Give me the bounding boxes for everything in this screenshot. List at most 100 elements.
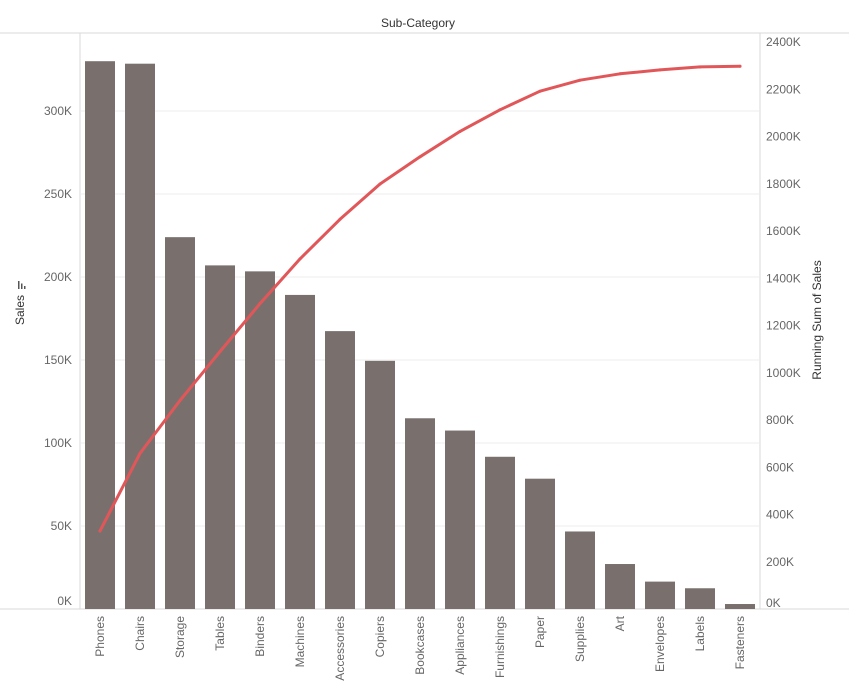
category-label: Furnishings — [493, 616, 507, 678]
category-label: Phones — [93, 616, 107, 657]
category-label: Art — [613, 615, 627, 631]
line-point[interactable] — [298, 257, 302, 261]
right-tick-label: 600K — [766, 460, 794, 474]
category-label-group: Tables — [213, 616, 227, 651]
line-point[interactable] — [98, 529, 102, 533]
category-label: Tables — [213, 616, 227, 651]
line-point[interactable] — [498, 108, 502, 112]
category-label-group: Fasteners — [733, 616, 747, 669]
bar[interactable] — [365, 360, 395, 609]
category-label-group: Art — [613, 615, 627, 631]
bar[interactable] — [85, 61, 115, 609]
line-point[interactable] — [418, 155, 422, 159]
bar[interactable] — [165, 237, 195, 609]
running-sum-line — [98, 64, 742, 533]
right-tick-label: 2400K — [766, 35, 801, 49]
bar[interactable] — [605, 564, 635, 609]
category-label: Paper — [533, 616, 547, 648]
left-tick-label: 300K — [44, 104, 72, 118]
right-tick-label: 1800K — [766, 177, 801, 191]
bar[interactable] — [565, 531, 595, 609]
line-point[interactable] — [258, 302, 262, 306]
bar[interactable] — [205, 265, 235, 609]
left-axis-title-group: Sales — [13, 295, 27, 325]
right-tick-label: 1200K — [766, 319, 801, 333]
line-point[interactable] — [138, 451, 142, 455]
category-label: Bookcases — [413, 616, 427, 675]
category-label-group: Envelopes — [653, 616, 667, 672]
left-axis-title: Sales — [13, 295, 27, 325]
category-label-group: Machines — [293, 616, 307, 667]
left-tick-label: 0K — [57, 594, 72, 608]
left-tick-label: 250K — [44, 187, 72, 201]
right-tick-label: 1400K — [766, 271, 801, 285]
left-axis: 0K 50K 100K 150K 200K 250K 300K — [44, 104, 72, 608]
right-tick-label: 0K — [766, 596, 781, 610]
bar[interactable] — [525, 478, 555, 609]
category-label: Fasteners — [733, 616, 747, 669]
bar[interactable] — [325, 331, 355, 609]
category-label: Chairs — [133, 616, 147, 651]
category-label: Appliances — [453, 616, 467, 675]
line-point[interactable] — [618, 72, 622, 76]
category-label: Envelopes — [653, 616, 667, 672]
category-label: Storage — [173, 616, 187, 658]
right-axis-title-group: Running Sum of Sales — [810, 260, 824, 379]
line-point[interactable] — [458, 129, 462, 133]
right-tick-label: 400K — [766, 508, 794, 522]
bar[interactable] — [285, 294, 315, 609]
line-point[interactable] — [578, 78, 582, 82]
line-point[interactable] — [178, 399, 182, 403]
right-tick-label: 1600K — [766, 224, 801, 238]
category-label-group: Bookcases — [413, 616, 427, 675]
category-label: Labels — [693, 616, 707, 651]
bar[interactable] — [485, 456, 515, 609]
right-axis-title: Running Sum of Sales — [810, 260, 824, 379]
category-label: Accessories — [333, 616, 347, 681]
category-label-group: Binders — [253, 616, 267, 657]
line-point[interactable] — [338, 217, 342, 221]
category-label-group: Accessories — [333, 616, 347, 681]
left-tick-label: 50K — [51, 519, 72, 533]
sort-descending-icon[interactable] — [18, 281, 26, 289]
left-tick-label: 150K — [44, 353, 72, 367]
category-label-group: Chairs — [133, 616, 147, 651]
category-label-group: Copiers — [373, 616, 387, 657]
bar[interactable] — [645, 581, 675, 609]
right-tick-label: 800K — [766, 413, 794, 427]
x-axis: Phones Chairs Storage Tables Binders Machines… — [93, 615, 747, 680]
line-point[interactable] — [378, 182, 382, 186]
line-point[interactable] — [738, 64, 742, 68]
category-label-group: Supplies — [573, 616, 587, 662]
line-point[interactable] — [658, 68, 662, 72]
category-label-group: Furnishings — [493, 616, 507, 678]
chart-title: Sub-Category — [381, 16, 455, 30]
bar[interactable] — [405, 418, 435, 609]
category-label-group: Labels — [693, 616, 707, 651]
category-label: Copiers — [373, 616, 387, 657]
line-point[interactable] — [538, 89, 542, 93]
right-tick-label: 2000K — [766, 130, 801, 144]
bar[interactable] — [445, 430, 475, 609]
category-label: Machines — [293, 616, 307, 667]
left-tick-label: 200K — [44, 270, 72, 284]
category-label-group: Storage — [173, 616, 187, 658]
line-point[interactable] — [218, 350, 222, 354]
category-label-group: Appliances — [453, 616, 467, 675]
line-point[interactable] — [698, 65, 702, 69]
category-label-group: Phones — [93, 616, 107, 657]
bar[interactable] — [245, 271, 275, 609]
right-axis: 0K 200K 400K 600K 800K 1000K 1200K 1400K 1600K 18… — [766, 35, 801, 610]
category-label: Binders — [253, 616, 267, 657]
bar[interactable] — [125, 63, 155, 609]
left-tick-label: 100K — [44, 436, 72, 450]
right-tick-label: 2200K — [766, 82, 801, 96]
category-label: Supplies — [573, 616, 587, 662]
category-label-group: Paper — [533, 616, 547, 648]
bars — [85, 61, 755, 609]
bar[interactable] — [685, 588, 715, 609]
bar[interactable] — [725, 604, 755, 609]
right-tick-label: 200K — [766, 555, 794, 569]
right-tick-label: 1000K — [766, 366, 801, 380]
